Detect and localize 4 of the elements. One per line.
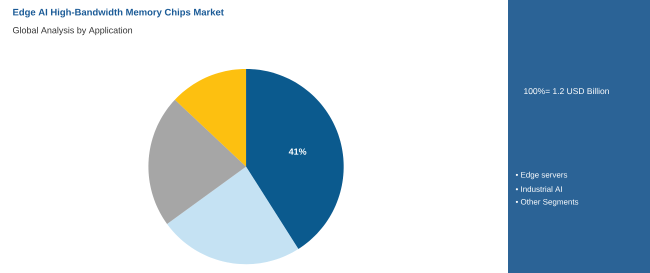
text: Global Analysis by Application (12, 26, 132, 36)
text: 100%= 1.2 USD Billion (524, 88, 609, 94)
data-label: 41% (288, 148, 306, 155)
chart-title: Edge AI High-Bandwidth Memory Chips Market (13, 8, 224, 18)
